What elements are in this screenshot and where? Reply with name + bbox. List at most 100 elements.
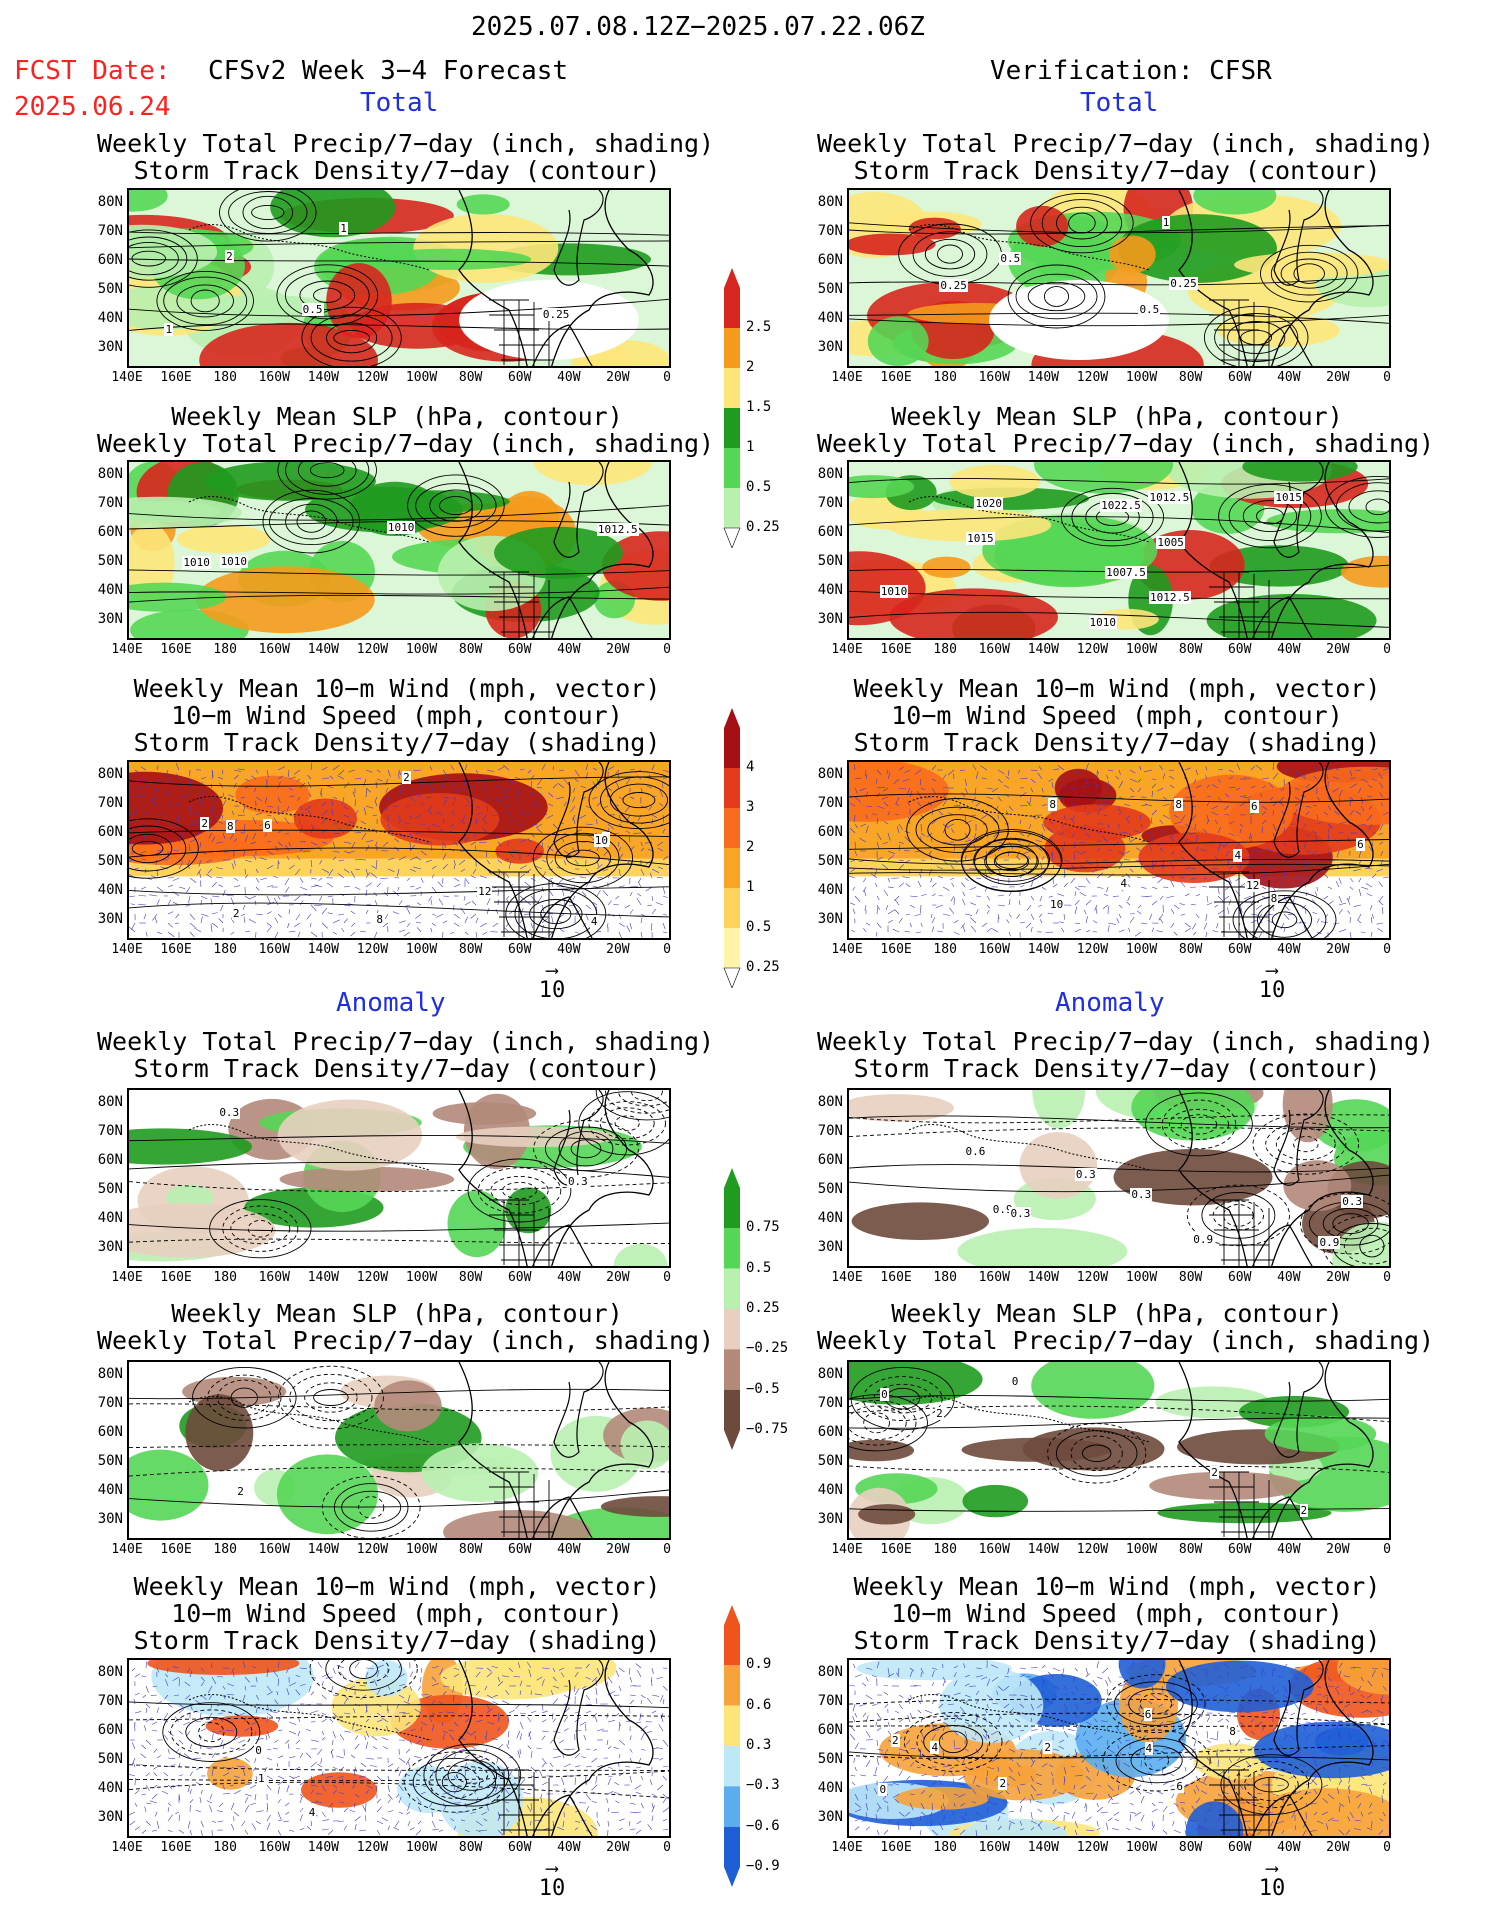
verif-precip-total-contour-label: 0.5 [1138, 303, 1161, 317]
fcst-wind-total-contour-label: 12 [477, 884, 493, 898]
verif-slp-anom-lat-tick: 80N [817, 1366, 843, 1382]
verif-slp-total-lon-tick: 120W [1076, 642, 1109, 657]
verif-slp-total-lon-tick: 0 [1383, 642, 1391, 657]
fcst-wind-total-lon-tick: 20W [606, 942, 630, 957]
verif-wind-anom-lon-tick: 0 [1383, 1840, 1391, 1855]
fcst-wind-total-title-line-1: Weekly Mean 10−m Wind (mph, vector) [133, 674, 661, 703]
vector-arrow-icon: ⟶ [1266, 1858, 1278, 1879]
verif-precip-total-contour-label: 1 [1161, 216, 1171, 230]
colorbar-storm_anom-label: 0.6 [746, 1696, 772, 1713]
verif-slp-anom-lon-tick: 40W [1277, 1542, 1301, 1557]
verif-wind-anom-vector-reference: ⟶ 10 [1242, 1858, 1302, 1902]
verif-slp-anom-lon-tick: 120W [1076, 1542, 1109, 1557]
fcst-slp-anom-lon-tick: 160E [160, 1542, 192, 1557]
verif-slp-total-contour-label: 1022.5 [1100, 499, 1142, 513]
verif-precip-anom-contour-label: 0.3 [1341, 1194, 1364, 1208]
fcst-wind-total-lon-tick: 0 [663, 942, 671, 957]
fcst-wind-anom-lon-tick: 180 [213, 1840, 237, 1855]
fcst-precip-total-lat-tick: 40N [97, 310, 123, 326]
verif-precip-total-lat-tick: 60N [817, 252, 843, 268]
verif-slp-total-lon-tick: 160E [880, 642, 912, 657]
verif-slp-total-lon-tick: 160W [978, 642, 1010, 657]
colorbar-precip_anom-label: −0.75 [746, 1421, 789, 1437]
fcst-slp-anom-lon-tick: 20W [606, 1542, 630, 1557]
fcst-precip-total-lon-tick: 100W [405, 370, 438, 385]
fcst-precip-total-contour-label: 0.25 [541, 308, 571, 322]
verif-slp-anom-lon-tick: 160E [880, 1542, 912, 1557]
verif-precip-total-lon-tick: 160W [978, 370, 1010, 385]
fcst-precip-total-lat-tick: 30N [97, 339, 123, 355]
verif-wind-anom-contour-label: 0 [878, 1782, 888, 1796]
verif-wind-total-lat-tick: 80N [817, 766, 843, 782]
colorbar-precip_anom-label: −0.5 [746, 1380, 780, 1397]
fcst-wind-total-lat-tick: 70N [97, 795, 123, 811]
fcst-slp-anom-lon-tick: 140E [111, 1542, 143, 1557]
colorbar-precip_total-label: 2.5 [746, 319, 772, 335]
verif-wind-total-lon-tick: 140W [1027, 942, 1060, 957]
section-total-left: Total [360, 88, 439, 118]
fcst-precip-anom-map [127, 1088, 671, 1268]
fcst-wind-anom-lat-tick: 30N [97, 1809, 123, 1825]
verif-wind-total-vector-reference: ⟶ 10 [1242, 962, 1302, 1004]
vector-arrow-icon: ⟶ [546, 960, 558, 981]
fcst-slp-total-lon-tick: 160E [160, 642, 192, 657]
fcst-wind-total-title-line-2: 10−m Wind Speed (mph, contour) [171, 701, 623, 730]
fcst-slp-anom-title-line-2: Weekly Total Precip/7−day (inch, shading… [97, 1326, 715, 1355]
fcst-slp-anom-lat-tick: 30N [97, 1511, 123, 1527]
fcst-precip-anom-lon-tick: 20W [606, 1270, 630, 1285]
verif-precip-total-contour-label: 0.25 [1169, 277, 1198, 291]
verif-wind-total-lat-tick: 70N [817, 795, 843, 811]
colorbar-precip_total-label: 0.25 [746, 519, 780, 535]
verif-precip-anom-contour-label: 0.9 [991, 1203, 1014, 1217]
verif-slp-anom-lon-tick: 80W [1178, 1542, 1203, 1557]
verif-slp-anom-contour-label: 0 [1010, 1374, 1020, 1388]
fcst-slp-total-lon-tick: 140E [111, 642, 143, 657]
verif-slp-anom-contour-label: 2 [1299, 1503, 1309, 1517]
verif-precip-anom-lon-tick: 60W [1227, 1270, 1252, 1285]
verif-slp-total-contour-label: 1010 [1088, 615, 1118, 629]
verif-slp-anom-lat-tick: 40N [817, 1482, 843, 1498]
verif-wind-total-contour-label: 10 [1049, 897, 1065, 911]
verif-slp-anom-lon-tick: 60W [1227, 1542, 1252, 1557]
fcst-slp-anom-lat-tick: 70N [97, 1395, 123, 1411]
verif-precip-anom-lon-tick: 40W [1277, 1270, 1301, 1285]
fcst-wind-total-lon-tick: 160W [258, 942, 290, 957]
fcst-wind-anom-title-line-3: Storm Track Density/7−day (shading) [133, 1626, 661, 1655]
verif-slp-anom-contour-label: 2 [935, 1406, 944, 1420]
verif-precip-total-lat-tick: 30N [817, 339, 843, 355]
verif-slp-total-lat-tick: 40N [817, 582, 843, 598]
verif-wind-anom-contour-label: 4 [930, 1741, 940, 1755]
verif-wind-total-lat-tick: 60N [817, 824, 843, 840]
colorbar-precip_anom [722, 1168, 742, 1454]
colorbar-precip_anom-label: 0.25 [746, 1300, 780, 1316]
fcst-precip-total-lon-tick: 140E [111, 370, 143, 385]
verif-precip-anom-contour-label: 0.6 [964, 1145, 987, 1159]
verif-precip-anom-lat-tick: 80N [817, 1094, 843, 1110]
fcst-slp-total-lat-tick: 80N [97, 466, 123, 482]
verif-precip-anom-contour-label: 0.3 [1074, 1167, 1097, 1181]
verif-slp-total-lon-tick: 20W [1326, 642, 1350, 657]
verif-wind-total-lon-tick: 160W [978, 942, 1010, 957]
fcst-wind-total-contour-label: 2 [231, 906, 241, 920]
verif-slp-total-lat-tick: 30N [817, 611, 843, 627]
fcst-wind-total-map [127, 760, 671, 940]
verif-precip-anom-lon-tick: 20W [1326, 1270, 1350, 1285]
fcst-precip-anom-lon-tick: 60W [507, 1270, 532, 1285]
verif-slp-anom-title-line-2: Weekly Total Precip/7−day (inch, shading… [817, 1326, 1435, 1355]
verif-precip-total-lon-tick: 140E [831, 370, 863, 385]
verif-precip-anom-contour-label: 0.9 [1192, 1232, 1215, 1246]
section-anomaly-left: Anomaly [336, 988, 446, 1018]
verif-precip-anom-map [847, 1088, 1391, 1268]
fcst-wind-total-lon-tick: 160E [160, 942, 192, 957]
fcst-precip-total-contour-label: 1 [164, 322, 174, 336]
verif-precip-anom-lon-tick: 140E [831, 1270, 863, 1285]
verif-wind-anom-contour-label: 2 [891, 1733, 900, 1747]
fcst-slp-total-map [127, 460, 671, 640]
verif-wind-anom-lon-tick: 160W [978, 1840, 1010, 1855]
colorbar-storm_anom-label: −0.6 [746, 1817, 780, 1834]
fcst-precip-anom-lon-tick: 80W [458, 1270, 483, 1285]
vector-reference-value: 10 [538, 1876, 566, 1901]
fcst-precip-anom-lat-tick: 40N [97, 1210, 123, 1226]
verif-wind-total-lon-tick: 140E [831, 942, 863, 957]
verif-slp-total-contour-label: 1010 [879, 584, 909, 598]
